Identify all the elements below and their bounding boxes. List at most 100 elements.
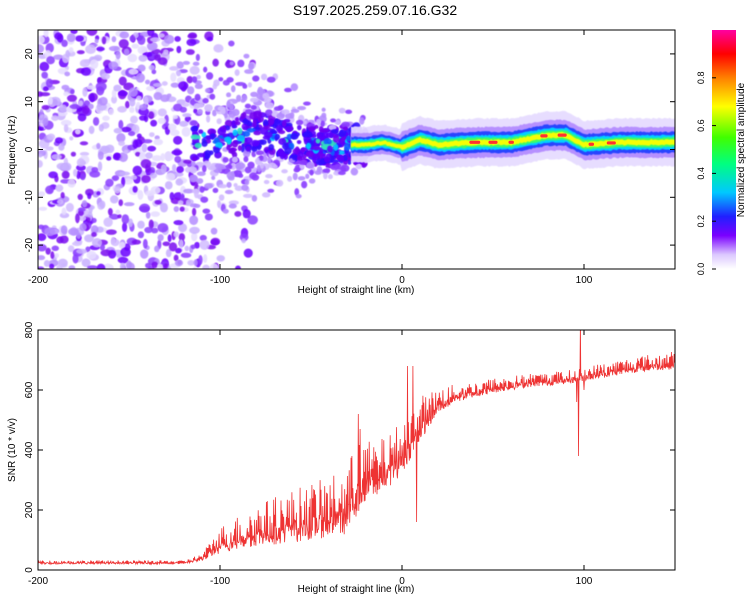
spectrogram-noise-blob (174, 155, 182, 163)
spectrogram-noise-blob (163, 34, 175, 44)
spectrogram-signal-blob (218, 77, 224, 82)
spectrogram-noise-blob (118, 140, 126, 147)
spectrogram-noise-blob (147, 145, 157, 152)
spectrogram-noise-blob (113, 84, 122, 92)
spectrogram-noise-blob (91, 167, 99, 173)
spectrogram-peak (508, 140, 514, 144)
snr-x-axis-label: Height of straight line (km) (298, 584, 415, 595)
spectrogram-noise-blob (89, 93, 95, 103)
spectrogram-signal-blob (330, 118, 337, 123)
spectrogram-noise-blob (77, 113, 87, 122)
spectrogram-noise-blob (150, 119, 158, 127)
spectrogram-noise-blob (185, 201, 191, 207)
spectrogram-signal-blob (206, 135, 212, 140)
spectrogram-noise-blob (90, 225, 99, 234)
spectrogram-signal-blob (345, 109, 353, 115)
spectrogram-noise-blob (120, 247, 131, 257)
spectrogram-noise-blob (111, 36, 117, 43)
spectrogram-signal-blob (244, 137, 253, 144)
spectrogram-signal-blob (226, 76, 234, 83)
spectrogram-signal-blob (238, 173, 244, 178)
spectrogram-noise-blob (235, 265, 241, 269)
spectrogram-noise-blob (123, 178, 134, 185)
spectrogram-noise-blob (174, 36, 181, 42)
spectrogram-x-axis-label: Height of straight line (km) (298, 285, 415, 296)
spectrogram-signal-blob (330, 164, 338, 171)
spectrogram-signal-blob (240, 144, 246, 153)
spectrogram-signal-blob (309, 169, 314, 176)
spectrogram-noise-blob (63, 124, 69, 133)
spectrogram-noise-blob (189, 65, 200, 75)
colorbar-tick-label: 0.2 (696, 215, 706, 228)
spectrogram-noise-blob (108, 61, 119, 70)
spectrogram-noise-blob (165, 172, 176, 181)
spectrogram-noise-blob (113, 152, 121, 160)
spectrogram-noise-blob (54, 253, 59, 258)
spectrogram-noise-blob (169, 66, 179, 71)
spectrogram-noise-blob (59, 212, 70, 219)
spectrogram-noise-blob (140, 46, 148, 54)
spectrogram-noise-blob (79, 141, 89, 146)
spectrogram-noise-blob (62, 162, 72, 172)
spectrogram-signal-blob (234, 69, 240, 76)
spectrogram-signal-blob (251, 145, 258, 152)
spectrogram-noise-blob (229, 61, 234, 66)
spectrogram-noise-blob (105, 229, 117, 235)
snr-x-tick-label: 100 (576, 576, 593, 587)
spectrogram-noise-blob (60, 119, 72, 127)
spectrogram-signal-blob (224, 119, 233, 128)
spectrogram-noise-blob (173, 206, 180, 213)
spectrogram-signal-blob (286, 125, 292, 133)
spectrogram-noise-blob (145, 152, 153, 159)
spectrogram-noise-blob (46, 56, 55, 65)
spectrogram-noise-blob (121, 214, 130, 225)
spectrogram-signal-blob (193, 203, 201, 208)
spectrogram-signal-blob (236, 94, 242, 103)
spectrogram-noise-blob (117, 105, 127, 113)
spectrogram-signal-blob (217, 200, 222, 208)
spectrogram-signal-blob (212, 187, 219, 194)
spectrogram-noise-blob (157, 108, 167, 117)
spectrogram-signal-blob (308, 178, 316, 184)
spectrogram-noise-blob (69, 103, 81, 110)
spectrogram-noise-blob (97, 151, 104, 160)
spectrogram-signal-blob (333, 143, 339, 151)
spectrogram-signal-blob (203, 66, 208, 73)
spectrogram-signal-blob (338, 107, 346, 114)
spectrogram-signal-blob (338, 170, 346, 176)
spectrogram-noise-blob (175, 178, 184, 186)
snr-background (38, 330, 675, 570)
spectrogram-noise-blob (169, 192, 175, 201)
spectrogram-noise-blob (206, 36, 214, 42)
spectrogram-noise-blob (210, 237, 221, 245)
spectrogram-noise-blob (55, 184, 64, 192)
spectrogram-signal-blob (281, 169, 288, 174)
spectrogram-noise-blob (121, 222, 128, 233)
spectrogram-noise-blob (241, 238, 246, 244)
spectrogram-noise-blob (42, 86, 49, 92)
spectrogram-signal-blob (241, 184, 249, 191)
spectrogram-noise-blob (45, 185, 54, 195)
spectrogram-signal-blob (217, 127, 227, 136)
spectrogram-signal-blob (300, 147, 306, 153)
spectrogram-signal-blob (261, 192, 271, 198)
spectrogram-noise-blob (224, 189, 234, 195)
spectrogram-noise-blob (181, 102, 190, 107)
spectrogram-noise-blob (203, 254, 208, 263)
spectrogram-signal-blob (196, 152, 206, 158)
spectrogram-noise-blob (66, 94, 77, 102)
spectrogram-noise-blob (195, 53, 201, 62)
spectrogram-noise-blob (125, 100, 130, 109)
spectrogram-signal-blob (297, 106, 307, 111)
spectrogram-signal-blob (295, 193, 302, 199)
spectrogram-noise-blob (127, 218, 134, 228)
colorbar-tick-label: 0.6 (696, 119, 706, 132)
spectrogram-noise-blob (41, 105, 50, 110)
spectrogram-noise-blob (111, 89, 117, 99)
spectrogram-signal-blob (218, 194, 225, 201)
spectrogram-noise-blob (183, 188, 194, 194)
spectrogram-noise-blob (80, 173, 86, 181)
spectrogram-signal-blob (295, 119, 304, 126)
spectrogram-noise-blob (239, 233, 249, 242)
